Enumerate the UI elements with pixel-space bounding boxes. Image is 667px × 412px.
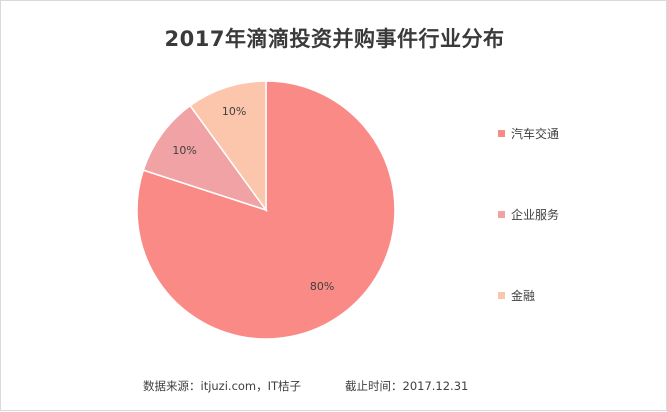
legend-swatch bbox=[498, 292, 505, 299]
pie-slice-2 bbox=[142, 104, 268, 212]
pie-data-label-1: 80% bbox=[310, 280, 334, 293]
pie-data-label-2: 10% bbox=[172, 144, 196, 157]
data-source-note: 数据来源：itjuzi.com，IT桔子 bbox=[143, 379, 302, 393]
legend-item-3: 金融 bbox=[498, 287, 535, 304]
legend-swatch bbox=[498, 130, 505, 137]
chart-title: 2017年滴滴投资并购事件行业分布 bbox=[164, 27, 505, 51]
legend-label: 汽车交通 bbox=[511, 127, 560, 141]
pie-slice-3 bbox=[189, 80, 267, 213]
legend-swatch bbox=[498, 211, 505, 218]
legend-label: 企业服务 bbox=[511, 208, 560, 222]
pie-data-label-3: 10% bbox=[222, 105, 246, 118]
legend-item-1: 汽车交通 bbox=[498, 125, 559, 142]
legend-label: 金融 bbox=[511, 289, 536, 303]
cutoff-date-note: 截止时间：2017.12.31 bbox=[345, 379, 469, 393]
legend-item-2: 企业服务 bbox=[498, 206, 559, 223]
